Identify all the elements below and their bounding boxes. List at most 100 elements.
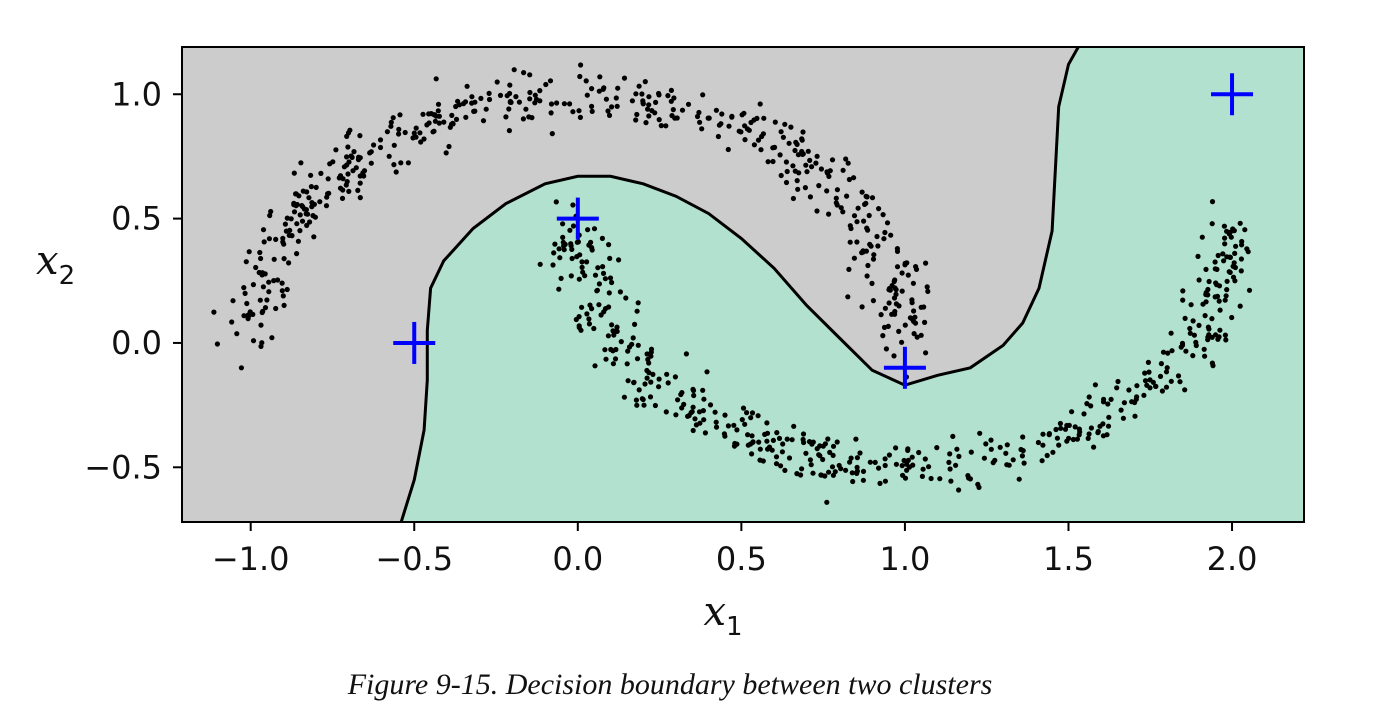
data-point (846, 266, 852, 272)
data-point (664, 371, 670, 377)
data-point (725, 146, 731, 153)
data-point (646, 94, 652, 100)
data-point (647, 394, 654, 400)
data-point (411, 130, 417, 136)
data-point (298, 160, 304, 166)
data-point (1105, 423, 1112, 429)
centroid-marker (1211, 73, 1254, 116)
data-point (1126, 387, 1132, 393)
data-point (892, 285, 898, 291)
data-point (1159, 388, 1165, 394)
data-point (913, 264, 919, 270)
data-point (585, 227, 591, 233)
data-point (786, 140, 792, 146)
data-point (592, 363, 598, 369)
data-point (345, 171, 351, 177)
data-point (576, 324, 582, 331)
data-point (405, 160, 411, 166)
data-point (537, 98, 543, 104)
data-point (1168, 378, 1174, 384)
data-point (799, 466, 805, 472)
data-point (346, 159, 352, 165)
data-point (287, 227, 293, 233)
data-point (691, 392, 697, 399)
data-point (262, 305, 269, 311)
data-point (966, 475, 972, 481)
data-point (1221, 223, 1227, 229)
data-point (902, 260, 908, 266)
data-point (560, 234, 566, 240)
data-point (670, 107, 676, 113)
data-point (1231, 228, 1237, 234)
data-point (612, 356, 619, 362)
data-point (556, 246, 562, 252)
data-point (242, 290, 248, 296)
data-point (838, 466, 844, 472)
data-point (1242, 227, 1248, 233)
data-point (1084, 401, 1090, 407)
data-point (613, 95, 619, 101)
data-point (1201, 346, 1207, 352)
data-point (700, 408, 707, 414)
data-point (355, 187, 361, 193)
data-point (577, 114, 584, 120)
data-point (1035, 439, 1041, 446)
data-point (304, 222, 310, 228)
data-point (1205, 292, 1211, 298)
data-point (447, 124, 453, 130)
data-point (561, 243, 567, 249)
plot-area (182, 47, 1304, 522)
data-point (421, 136, 427, 142)
data-point (463, 114, 469, 120)
data-point (1205, 324, 1211, 330)
data-point (1164, 365, 1170, 371)
data-point (745, 442, 751, 448)
data-point (881, 236, 887, 242)
data-point (625, 348, 631, 354)
data-point (819, 472, 825, 478)
data-point (552, 241, 558, 247)
data-point (1058, 425, 1064, 431)
data-point (652, 110, 658, 116)
data-point (648, 353, 654, 359)
data-point (1222, 235, 1228, 241)
data-point (634, 111, 640, 118)
data-point (1182, 315, 1188, 321)
data-point (271, 256, 277, 262)
data-point (859, 189, 865, 195)
data-point (266, 279, 272, 285)
data-point (896, 328, 902, 334)
data-point (756, 439, 762, 445)
data-point (306, 195, 312, 201)
data-point (1132, 413, 1138, 419)
data-point (388, 123, 394, 129)
data-point (900, 472, 906, 478)
data-point (645, 106, 651, 112)
data-point (876, 465, 882, 471)
data-point (591, 325, 597, 332)
x-tick-label: 0.5 (716, 540, 767, 578)
data-point (614, 103, 620, 109)
data-point (807, 194, 814, 200)
data-point (1232, 250, 1238, 256)
data-point (893, 301, 900, 307)
data-point (547, 78, 554, 84)
data-point (814, 208, 820, 214)
data-point (1010, 457, 1016, 463)
data-point (834, 187, 841, 193)
data-point (671, 95, 677, 101)
data-point (617, 289, 624, 295)
data-point (937, 476, 943, 482)
data-point (631, 379, 637, 385)
data-point (1018, 446, 1024, 453)
data-point (772, 119, 778, 125)
data-point (313, 184, 319, 190)
data-point (1230, 274, 1237, 280)
data-point (396, 126, 402, 132)
data-point (760, 458, 766, 464)
data-point (633, 91, 639, 97)
data-point (1021, 460, 1027, 466)
data-point (849, 470, 855, 476)
data-point (780, 134, 787, 140)
data-point (351, 149, 357, 155)
